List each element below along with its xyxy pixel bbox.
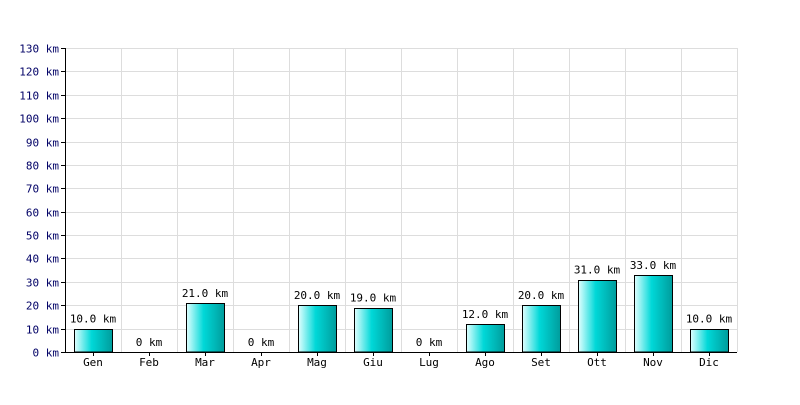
bar-value-label: 10.0 km	[70, 313, 117, 326]
y-tick-labels: 0 km 10 km 20 km 30 km 40 km 50 km 60 km 70 km 8…	[19, 43, 59, 360]
bar-ago	[466, 324, 505, 353]
x-tick-label: Feb	[139, 356, 159, 369]
y-tick-label: 30 km	[26, 277, 59, 290]
bar-value-label: 33.0 km	[630, 259, 677, 272]
y-tick-label: 0 km	[33, 347, 60, 360]
x-tick-label: Giu	[363, 356, 383, 369]
axes	[61, 48, 737, 356]
x-tick-label: Mar	[195, 356, 215, 369]
y-tick-label: 20 km	[26, 300, 59, 313]
bar-ott	[578, 280, 617, 353]
y-tick-label: 50 km	[26, 230, 59, 243]
x-tick-labels: Gen Feb Mar Apr Mag Giu Lug Ago Set Ott Nov Dic	[83, 356, 719, 369]
y-tick-label: 80 km	[26, 160, 59, 173]
x-tick-label: Ott	[587, 356, 607, 369]
bar-giu	[354, 308, 393, 353]
x-tick-label: Gen	[83, 356, 103, 369]
bar-nov	[634, 275, 673, 353]
bar-value-label: 20.0 km	[518, 289, 565, 302]
bar-value-label: 0 km	[136, 336, 163, 349]
bar-value-label: 0 km	[248, 336, 275, 349]
bar-value-label: 20.0 km	[294, 289, 341, 302]
x-tick-label: Nov	[643, 356, 663, 369]
y-tick-label: 130 km	[19, 43, 59, 56]
bar-value-label: 21.0 km	[182, 287, 229, 300]
bar-value-label: 31.0 km	[574, 264, 621, 277]
bar-value-label: 10.0 km	[686, 313, 733, 326]
y-tick-label: 70 km	[26, 183, 59, 196]
y-tick-label: 100 km	[19, 113, 59, 126]
x-tick-label: Apr	[251, 356, 271, 369]
bar-mag	[298, 305, 337, 353]
bar-dic	[690, 329, 729, 353]
x-tick-label: Ago	[475, 356, 495, 369]
bar-gen	[74, 329, 113, 353]
x-tick-label: Set	[531, 356, 551, 369]
y-tick-label: 90 km	[26, 137, 59, 150]
x-tick-label: Mag	[307, 356, 327, 369]
bar-value-label: 12.0 km	[462, 308, 509, 321]
y-tick-label: 10 km	[26, 324, 59, 337]
y-tick-label: 120 km	[19, 66, 59, 79]
grid-lines	[65, 48, 738, 353]
y-tick-label: 110 km	[19, 90, 59, 103]
bar-value-label: 19.0 km	[350, 292, 397, 305]
x-tick-label: Lug	[419, 356, 439, 369]
bar-value-label: 0 km	[416, 336, 443, 349]
y-tick-label: 40 km	[26, 253, 59, 266]
bar-mar	[186, 303, 225, 353]
value-labels: 10.0 km 0 km 21.0 km 0 km 20.0 km 19.0 km 0 km…	[70, 259, 733, 349]
x-tick-label: Dic	[699, 356, 719, 369]
bar-set	[522, 305, 561, 353]
y-tick-label: 60 km	[26, 207, 59, 220]
